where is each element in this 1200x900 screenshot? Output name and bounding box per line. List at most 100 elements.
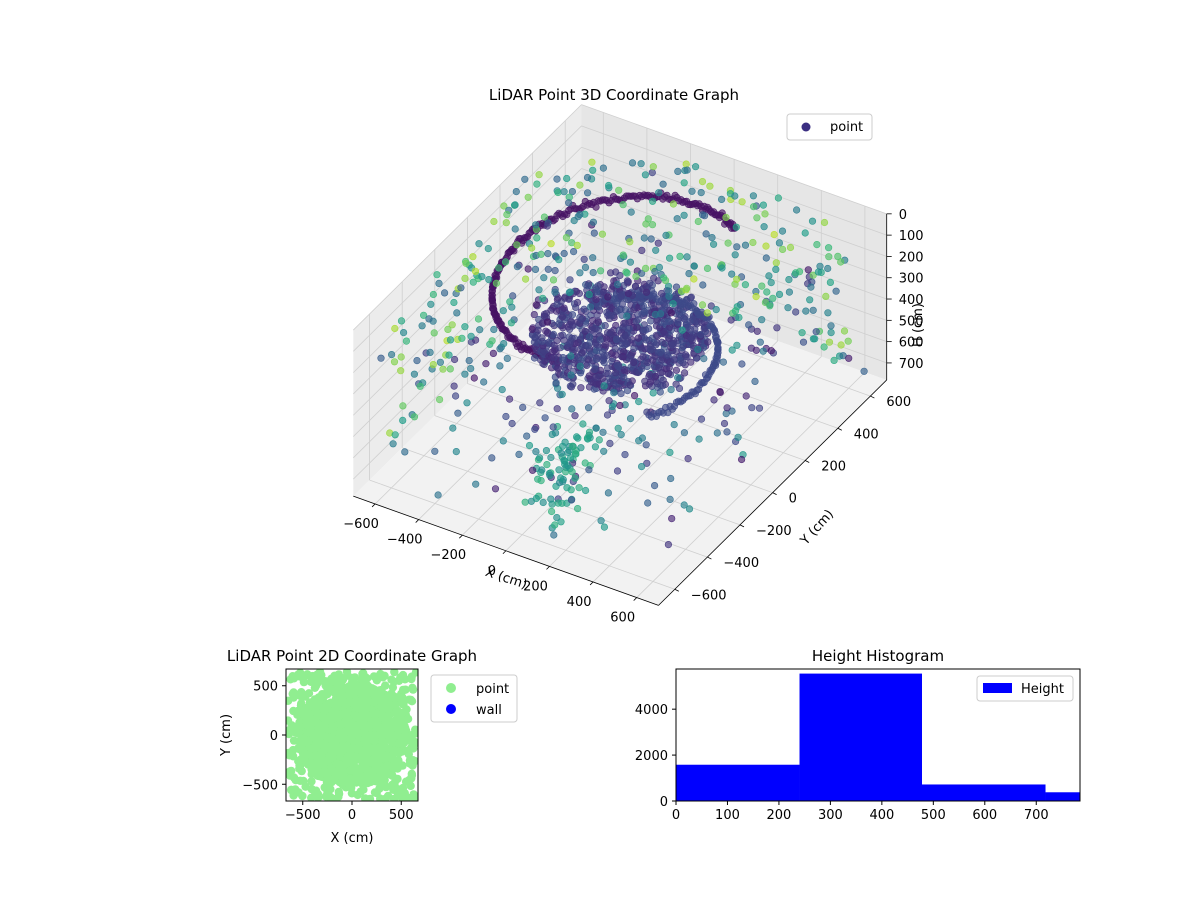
point-3d — [626, 381, 634, 389]
legend-label-height: Height — [1021, 682, 1064, 697]
point-3d — [390, 358, 399, 366]
point-3d — [659, 376, 667, 384]
point-3d — [543, 222, 551, 230]
point-3d — [760, 223, 768, 231]
point-3d — [619, 201, 627, 209]
point-3d — [599, 164, 608, 172]
legend-2d: point wall — [430, 674, 518, 723]
point-3d — [603, 308, 611, 317]
x-tick-label-3d: −600 — [343, 517, 379, 532]
point-3d — [573, 241, 581, 249]
point-3d — [664, 540, 673, 549]
point-3d — [646, 279, 654, 287]
point-3d — [590, 365, 599, 374]
point-2d — [288, 689, 297, 698]
grid-line-z-back — [581, 210, 887, 321]
point-3d — [553, 405, 561, 413]
point-2d — [406, 758, 415, 767]
x-tick-mark-3d — [415, 519, 419, 523]
point-3d — [549, 330, 558, 339]
point-3d — [391, 324, 399, 333]
point-3d — [690, 275, 698, 283]
point-3d — [727, 316, 735, 324]
point-3d — [606, 374, 614, 383]
grid-line-y-floor — [467, 383, 773, 494]
point-3d — [538, 334, 546, 342]
point-3d — [724, 239, 732, 247]
point-2d — [362, 772, 372, 782]
point-3d — [648, 169, 656, 177]
y-tick-label-2d: 500 — [253, 680, 278, 695]
y-tick-label-histogram: 2000 — [635, 749, 668, 764]
point-3d — [436, 358, 445, 366]
point-2d — [395, 693, 404, 702]
point-3d — [698, 211, 707, 219]
point-2d — [372, 788, 381, 798]
point-3d — [638, 269, 646, 277]
point-3d — [753, 327, 761, 335]
point-3d — [621, 319, 629, 327]
point-3d — [554, 499, 562, 507]
point-3d — [652, 246, 660, 254]
point-3d — [634, 334, 642, 342]
x-tick-label-3d: −400 — [387, 533, 423, 548]
point-2d — [359, 679, 369, 688]
point-3d — [571, 474, 579, 482]
ticks-2d: −500 0 500 −500 0 500 — [242, 680, 413, 823]
axes-frame-histogram — [675, 668, 1081, 802]
point-3d — [834, 252, 842, 260]
point-3d — [752, 293, 760, 301]
point-3d — [660, 274, 668, 282]
point-3d — [554, 294, 562, 302]
point-3d — [674, 319, 682, 327]
point-3d — [475, 240, 483, 248]
point-3d — [470, 374, 478, 382]
point-3d — [598, 230, 607, 238]
point-2d — [298, 791, 307, 801]
y-tick-label-3d: −200 — [756, 524, 792, 539]
point-3d — [569, 380, 577, 388]
point-2d — [287, 766, 296, 776]
point-3d — [749, 238, 757, 247]
point-3d — [592, 373, 600, 382]
point-3d — [550, 531, 558, 539]
point-3d — [429, 290, 438, 299]
point-3d — [450, 382, 458, 390]
x-tick-label-2d: 0 — [348, 808, 356, 823]
point-3d — [600, 283, 608, 291]
point-3d — [641, 171, 650, 179]
point-3d — [820, 343, 828, 351]
point-3d — [601, 341, 609, 349]
point-3d — [482, 360, 490, 368]
point-3d — [802, 307, 810, 315]
point-3d — [604, 489, 613, 497]
point-3d — [600, 382, 608, 390]
grid-line-z-left — [353, 104, 582, 331]
point-3d — [542, 327, 550, 335]
point-3d — [506, 395, 514, 403]
point-3d — [659, 180, 667, 188]
point-3d — [513, 241, 521, 249]
point-3d — [765, 272, 773, 280]
point-3d — [668, 341, 676, 349]
point-3d — [581, 263, 590, 272]
y-tick-label-histogram: 4000 — [635, 703, 668, 718]
point-3d — [637, 463, 646, 471]
point-3d — [553, 300, 561, 308]
legend-marker-point-2d — [446, 683, 456, 693]
point-3d — [809, 306, 817, 314]
x-tick-mark-3d — [371, 503, 376, 508]
point-3d — [801, 229, 809, 237]
point-3d — [665, 363, 673, 372]
point-3d — [513, 263, 522, 271]
point-3d — [540, 274, 548, 282]
x-tick-label-histogram: 100 — [715, 808, 740, 823]
point-2d — [369, 687, 379, 696]
point-3d — [499, 307, 507, 315]
point-3d — [616, 271, 624, 280]
point-2d — [328, 722, 337, 731]
point-3d — [569, 248, 578, 256]
point-3d — [547, 507, 556, 516]
grid-line-y-floor — [369, 479, 675, 590]
point-3d — [635, 437, 643, 445]
